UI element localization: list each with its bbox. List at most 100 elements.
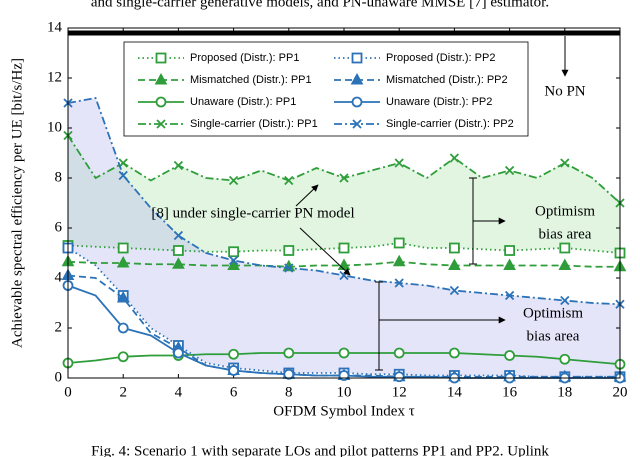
x-tick-label: 10 (337, 384, 352, 400)
x-tick-label: 14 (447, 384, 463, 400)
legend-marker (155, 52, 167, 64)
marker (228, 255, 239, 266)
legend-marker (352, 119, 362, 129)
x-tick-label: 16 (502, 384, 518, 400)
marker (504, 245, 516, 256)
marker (394, 158, 404, 168)
marker (393, 371, 405, 383)
legend-label: Single-carrier (Distr.): PP1 (190, 118, 318, 130)
marker (283, 245, 295, 256)
marker (558, 258, 572, 270)
legend-label: Mismatched (Distr.): PP2 (386, 74, 508, 86)
annotation: bias area (539, 226, 592, 242)
y-tick-label: 10 (47, 119, 62, 135)
y-tick-label: 0 (55, 369, 63, 385)
annotation: bias area (527, 328, 580, 344)
areas (68, 98, 620, 377)
marker (394, 278, 404, 288)
marker (228, 348, 240, 360)
y-tick-label: 12 (47, 69, 62, 85)
marker (172, 257, 185, 269)
marker (172, 245, 184, 256)
y-tick-label: 4 (55, 269, 63, 285)
x-tick-label: 20 (613, 384, 628, 400)
optimism-area (68, 135, 620, 253)
marker (117, 322, 129, 334)
legend-label: Unaware (Distr.): PP1 (190, 96, 296, 108)
marker (172, 347, 184, 359)
header-text: and single-carrier generative models, an… (91, 0, 549, 10)
marker (228, 175, 239, 186)
legend-marker (351, 52, 363, 64)
x-tick-label: 2 (119, 384, 127, 400)
arrow (295, 184, 319, 207)
marker (173, 160, 184, 171)
marker (173, 230, 184, 241)
x-axis-label: OFDM Symbol Index τ (273, 403, 414, 419)
legend-box (123, 41, 529, 137)
marker (560, 295, 570, 306)
annotation: Optimism (523, 305, 583, 321)
plot (61, 27, 627, 384)
x-tick-label: 8 (285, 384, 293, 400)
legend-label: Unaware (Distr.): PP2 (386, 96, 492, 108)
marker (560, 158, 570, 168)
annotation: Optimism (535, 203, 595, 219)
annotation: [8] under single-carrier PN model (151, 205, 354, 221)
legend-label: Single-carrier (Distr.): PP2 (386, 118, 514, 130)
marker (117, 242, 129, 254)
marker (393, 237, 405, 249)
marker (338, 370, 350, 381)
y-tick-label: 6 (55, 219, 63, 235)
marker (449, 285, 460, 296)
y-tick-label: 14 (47, 19, 63, 35)
legend-marker (350, 72, 364, 85)
legend-label: Proposed (Distr.): PP1 (190, 52, 299, 64)
optimism-area (68, 98, 620, 377)
annotations: [8] under single-carrier PN model Optimi… (151, 36, 595, 371)
marker (228, 365, 240, 376)
marker (117, 351, 129, 363)
marker (448, 242, 460, 254)
legend-marker (155, 96, 167, 108)
legend-marker (351, 96, 363, 108)
plot-frame (67, 27, 621, 379)
marker (339, 173, 349, 183)
marker (118, 170, 128, 181)
marker (392, 254, 406, 267)
marker (449, 153, 460, 163)
marker (559, 353, 571, 365)
marker (338, 347, 350, 359)
y-tick-label: 8 (55, 169, 63, 185)
arrow (299, 227, 351, 276)
legend: Proposed (Distr.): PP1 Mismatched (Distr.… (123, 41, 529, 137)
marker (338, 242, 350, 254)
marker (116, 255, 130, 268)
marker (283, 368, 295, 380)
marker (559, 242, 571, 254)
bracket (375, 281, 383, 371)
marker (504, 350, 516, 361)
no-pn-label: No PN (544, 83, 585, 99)
legend-label: Mismatched (Distr.): PP1 (190, 74, 312, 86)
y-tick-label: 2 (55, 319, 63, 335)
caption: Fig. 4: Scenario 1 with separate LOs and… (91, 443, 549, 457)
marker (448, 258, 461, 270)
y-axis-label: Achievable spectral efficiency per UE [b… (9, 58, 25, 348)
marker (393, 347, 405, 359)
marker (228, 246, 240, 258)
x-tick-label: 0 (64, 384, 72, 400)
marker (503, 258, 516, 270)
marker (283, 347, 295, 359)
marker (284, 175, 294, 186)
legend-marker (156, 119, 166, 129)
legend-marker (154, 72, 168, 85)
x-tick-label: 12 (392, 384, 407, 400)
x-tick-label: 4 (175, 384, 183, 400)
marker (284, 263, 294, 273)
x-tick-label: 6 (230, 384, 238, 400)
x-tick-label: 18 (557, 384, 572, 400)
marker (504, 165, 515, 176)
legend-label: Proposed (Distr.): PP2 (386, 52, 495, 64)
